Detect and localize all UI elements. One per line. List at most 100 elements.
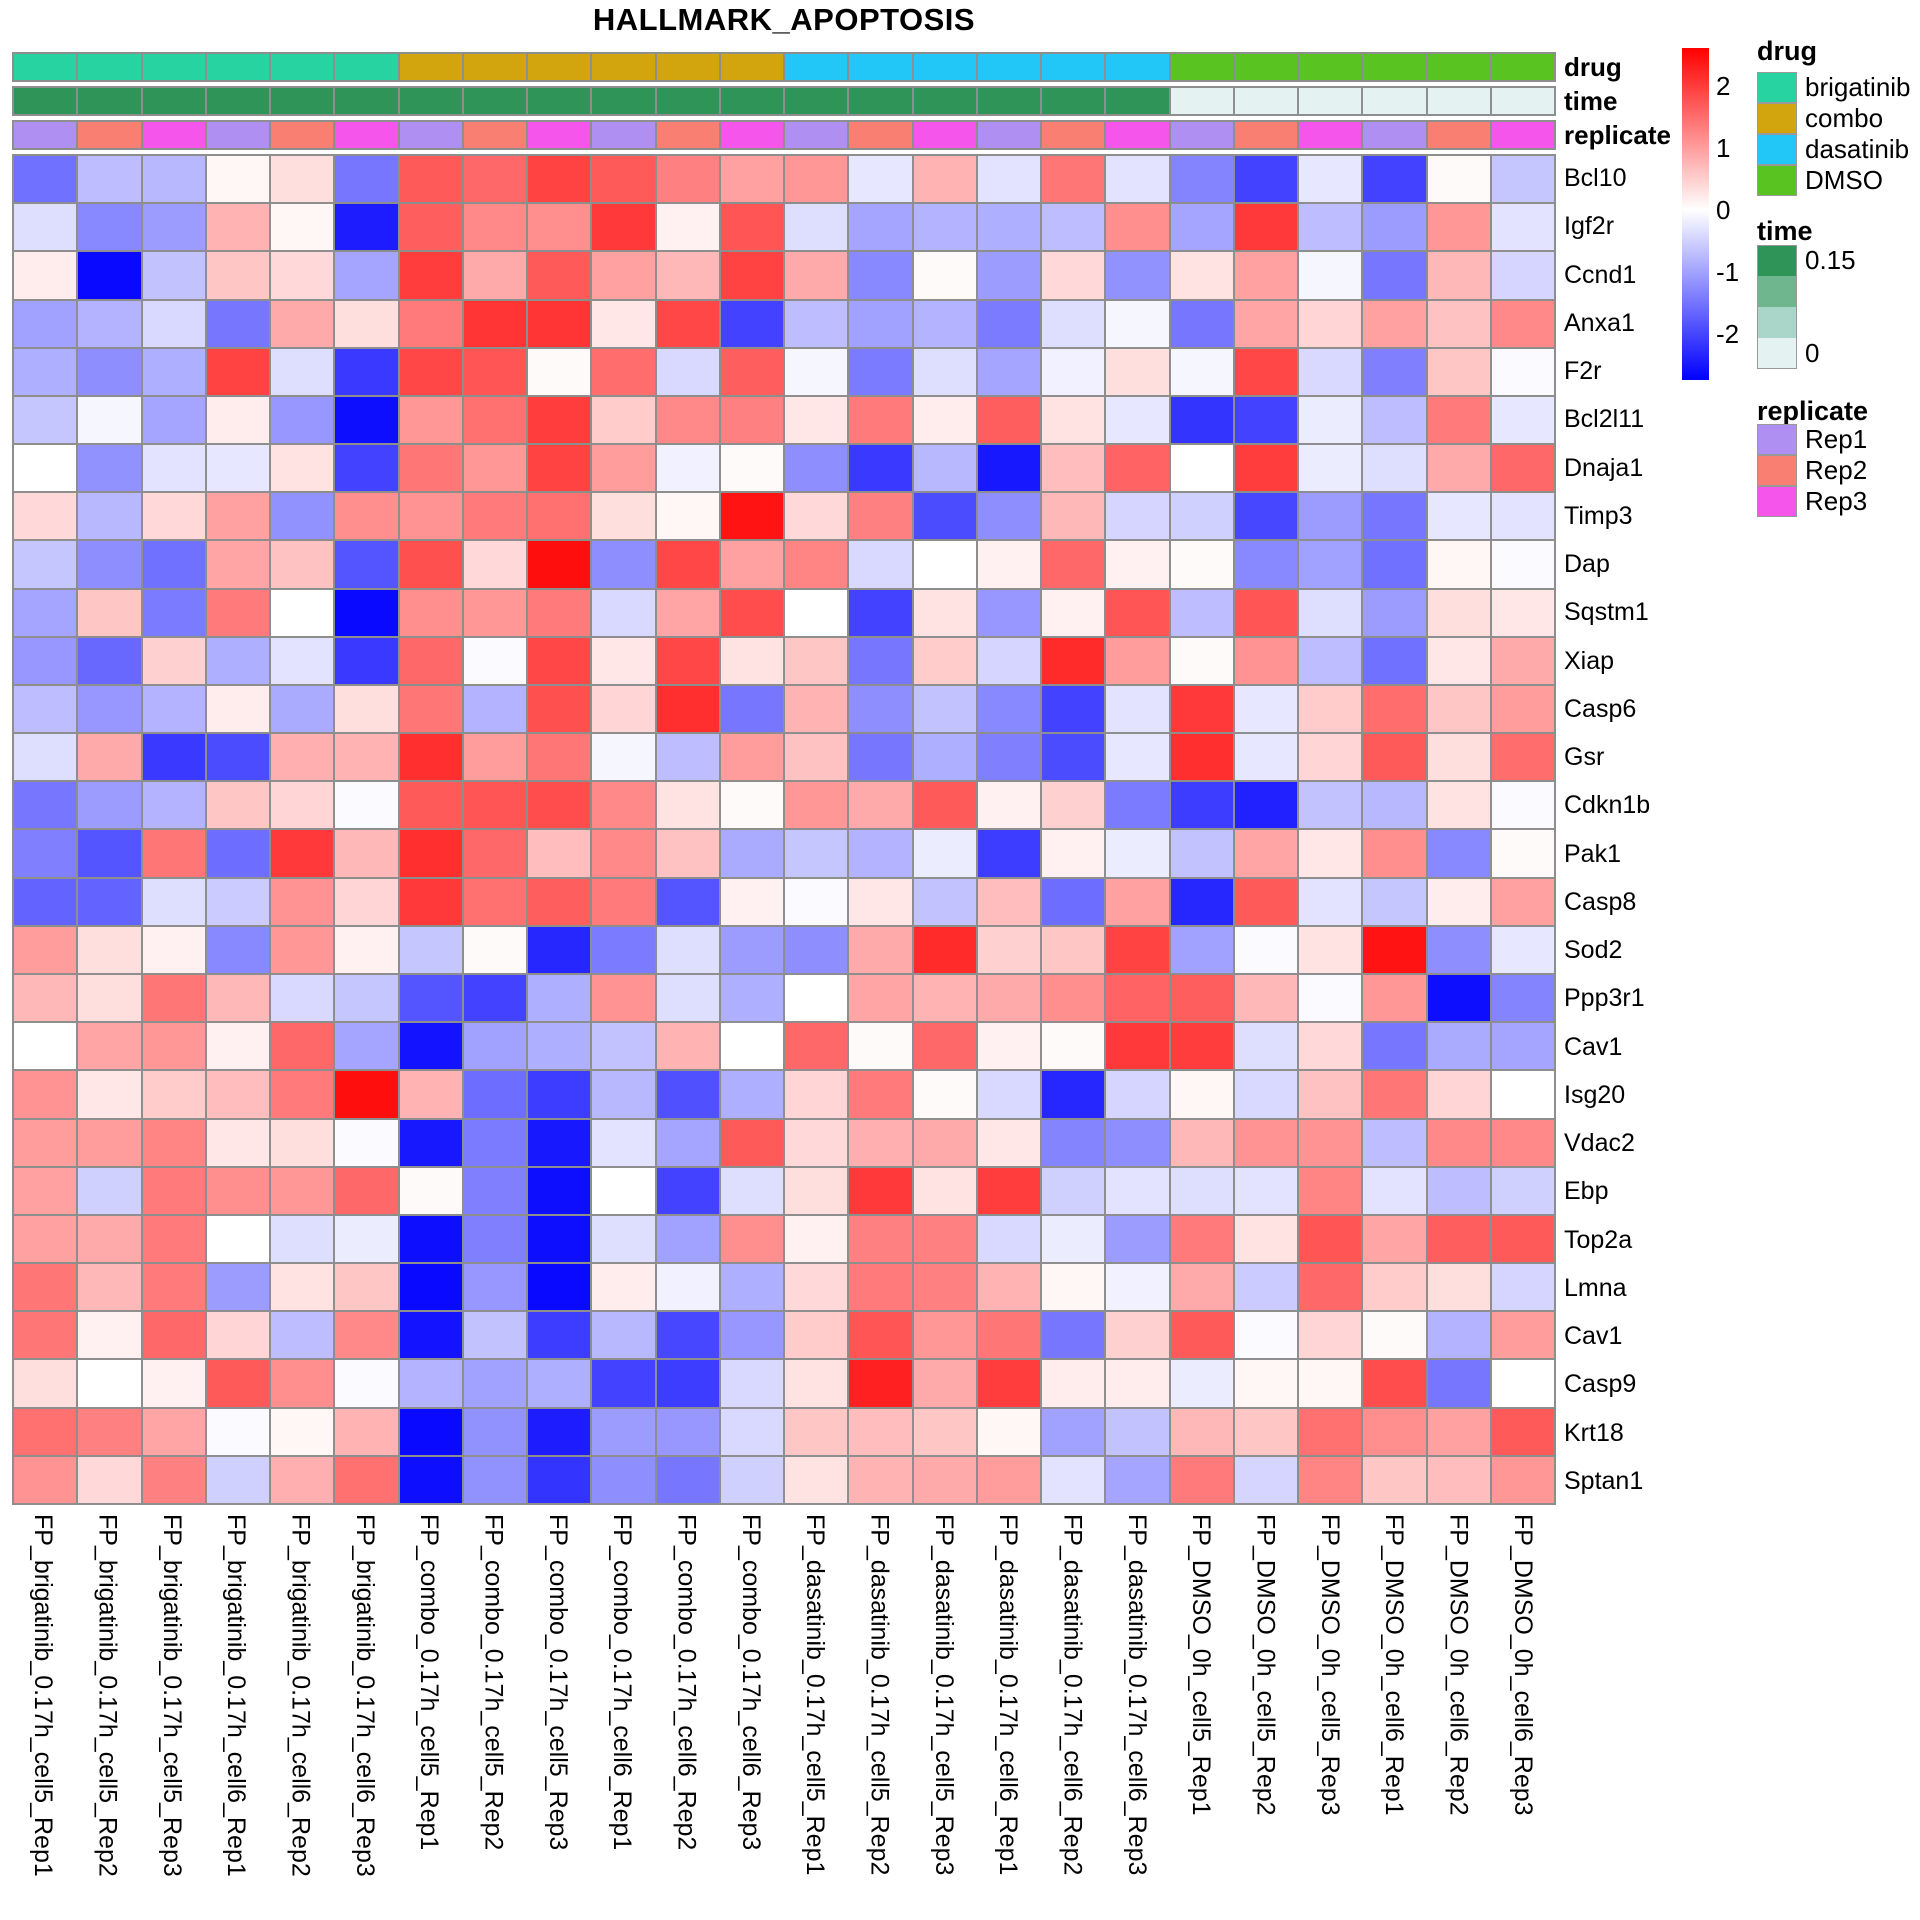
heatmap-cell [1299,204,1362,251]
heatmap-cell [656,493,719,540]
heatmap-cell [656,637,719,684]
legend-item-label: combo [1805,103,1884,133]
heatmap-cell [335,685,398,733]
heatmap-cell [271,1312,334,1359]
legend-time-bottom-label: 0 [1805,338,1820,368]
heatmap-cell [142,252,205,299]
heatmap-cell [913,1264,976,1311]
heatmap-cell [1042,1408,1105,1455]
heatmap-cell [1299,1071,1362,1118]
replicate-annotation-track [12,120,1556,150]
heatmap-cell [1491,926,1554,974]
heatmap-cell [1106,156,1169,203]
heatmap-cell [1106,1408,1169,1455]
heatmap-cell [206,1167,269,1214]
heatmap-cell [1491,204,1554,251]
time-annotation-cell [1299,88,1362,114]
heatmap-cell [14,1360,77,1407]
heatmap-cell [977,1360,1040,1407]
heatmap-cell [656,782,719,829]
heatmap-cell [271,589,334,636]
heatmap-cell [720,1408,783,1455]
heatmap-cell [78,589,141,636]
heatmap-cell [913,637,976,684]
heatmap-cell [1363,1312,1426,1359]
heatmap-cell [1106,1312,1169,1359]
heatmap-cell [1042,1456,1105,1503]
heatmap-cell [592,1456,655,1503]
heatmap-cell [592,300,655,347]
drug-annotation-cell [656,54,719,80]
heatmap-cell [1234,734,1297,781]
row-label: Vdac2 [1564,1129,1635,1157]
heatmap-cell [1363,204,1426,251]
heatmap-cell [849,975,912,1022]
heatmap-cell [142,926,205,974]
heatmap-cell [14,1312,77,1359]
heatmap-cell [849,830,912,877]
heatmap-cell [206,204,269,251]
heatmap-cell [1042,1167,1105,1214]
heatmap-cell [720,589,783,636]
heatmap-cell [1106,445,1169,492]
heatmap-cell [142,1264,205,1311]
heatmap-cell [335,1023,398,1070]
heatmap-cell [142,878,205,925]
replicate-annotation-cell [977,122,1040,148]
heatmap-cell [399,348,462,395]
heatmap-cell [1106,204,1169,251]
heatmap-cell [1363,734,1426,781]
column-label: FP_dasatinib_0.17h_cell6_Rep2 [1058,1514,1087,1876]
column-label: FP_brigatinib_0.17h_cell5_Rep2 [93,1514,122,1877]
heatmap-cell [206,1264,269,1311]
heatmap-cell [78,830,141,877]
heatmap-cell [206,300,269,347]
heatmap-cell [528,1023,591,1070]
time-annotation-cell [78,88,141,114]
heatmap-cell [849,685,912,733]
heatmap-cell [720,926,783,974]
heatmap-cell [1363,348,1426,395]
heatmap-cell [399,1167,462,1214]
heatmap-cell [1299,637,1362,684]
heatmap-cell [528,396,591,444]
heatmap-cell [1042,878,1105,925]
heatmap-cell [528,637,591,684]
heatmap-cell [656,1408,719,1455]
heatmap-cell [1234,156,1297,203]
heatmap-cell [1299,975,1362,1022]
time-track-label: time [1564,86,1618,116]
row-label: Cdkn1b [1564,791,1651,820]
heatmap-cell [1106,541,1169,588]
heatmap-cell [977,1215,1040,1263]
heatmap-cell [271,1023,334,1070]
heatmap-cell [528,300,591,347]
row-label: Ppp3r1 [1564,984,1645,1013]
heatmap-cell [463,685,526,733]
heatmap-cell [271,1456,334,1503]
heatmap-cell [1299,734,1362,781]
row-label: Casp9 [1564,1370,1637,1399]
column-label: FP_DMSO_0h_cell6_Rep2 [1444,1514,1473,1816]
heatmap-cell [399,830,462,877]
heatmap-cell [977,637,1040,684]
heatmap-cell [463,1119,526,1166]
colorbar-tick-label: 1 [1716,133,1731,163]
heatmap-cell [913,1456,976,1503]
replicate-annotation-cell [271,122,334,148]
heatmap-cell [1427,734,1490,781]
heatmap-cell [335,445,398,492]
heatmap-cell [463,1264,526,1311]
heatmap-cell [528,830,591,877]
heatmap-cell [14,782,77,829]
heatmap-cell [1427,1312,1490,1359]
heatmap-cell [1427,926,1490,974]
heatmap-cell [656,1456,719,1503]
heatmap-cell [592,1023,655,1070]
heatmap-cell [1427,975,1490,1022]
column-label: FP_DMSO_0h_cell6_Rep1 [1380,1514,1409,1816]
heatmap-cell [1299,830,1362,877]
heatmap-cell [1491,1071,1554,1118]
heatmap-cell [1042,1264,1105,1311]
legend-swatch [1757,72,1797,103]
